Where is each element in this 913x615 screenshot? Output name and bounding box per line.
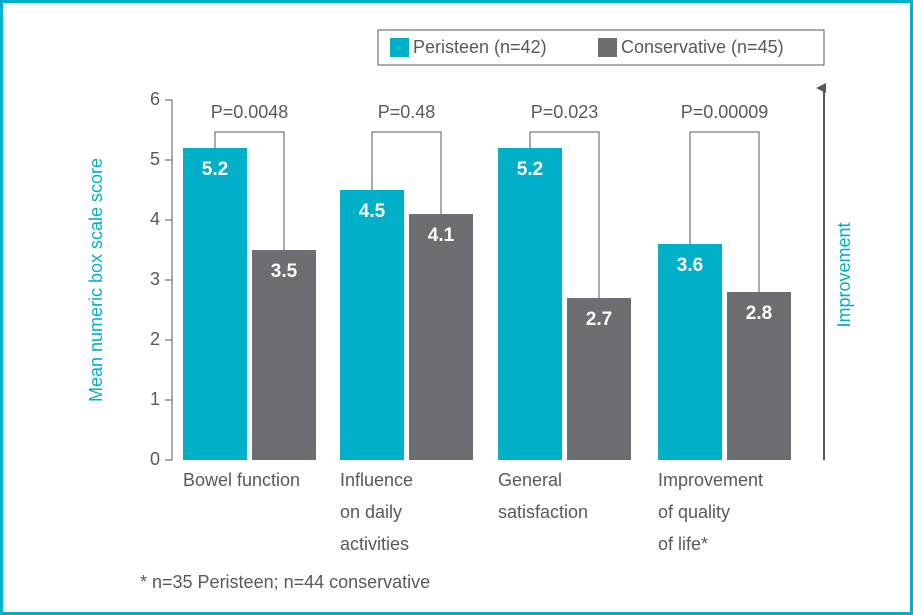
p-bracket	[689, 131, 760, 292]
bar	[340, 190, 404, 460]
legend-label: Peristeen (n=42)	[413, 37, 547, 57]
x-tick-label: on daily	[340, 502, 402, 522]
legend-label: Conservative (n=45)	[621, 37, 784, 57]
y-tick-label: 0	[150, 449, 160, 469]
value-label: 3.6	[677, 255, 703, 276]
bar	[409, 214, 473, 460]
y-tick-label: 5	[150, 149, 160, 169]
p-bracket	[529, 131, 600, 298]
legend-swatch	[598, 38, 617, 57]
arrow-label: Improvement	[834, 222, 854, 327]
p-value: P=0.0048	[211, 102, 289, 122]
bar	[498, 148, 562, 460]
x-tick-label: of life*	[658, 534, 708, 554]
y-tick-label: 2	[150, 329, 160, 349]
x-tick-label: Improvement	[658, 470, 763, 490]
p-bracket	[214, 131, 285, 250]
y-tick-label: 4	[150, 209, 160, 229]
x-tick-label: Influence	[340, 470, 413, 490]
y-tick-label: 3	[150, 269, 160, 289]
p-bracket	[371, 131, 442, 214]
value-label: 4.1	[428, 225, 455, 246]
y-tick-label: 6	[150, 89, 160, 109]
value-label: 4.5	[359, 201, 386, 222]
footnote: * n=35 Peristeen; n=44 conservative	[140, 572, 430, 592]
p-value: P=0.00009	[681, 102, 769, 122]
bar	[727, 292, 791, 460]
x-tick-label: General	[498, 470, 562, 490]
value-label: 5.2	[517, 159, 543, 180]
p-value: P=0.48	[378, 102, 436, 122]
y-tick-label: 1	[150, 389, 160, 409]
bar	[183, 148, 247, 460]
value-label: 2.7	[586, 309, 612, 330]
bar	[658, 244, 722, 460]
value-label: 2.8	[746, 303, 772, 324]
p-value: P=0.023	[531, 102, 599, 122]
bar	[567, 298, 631, 460]
legend-swatch	[390, 38, 409, 57]
legend-box	[377, 29, 825, 66]
y-axis-label: Mean numeric box scale score	[86, 158, 106, 402]
value-label: 3.5	[271, 261, 298, 282]
value-label: 5.2	[202, 159, 228, 180]
x-tick-label: Bowel function	[183, 470, 300, 490]
x-tick-label: of quality	[658, 502, 730, 522]
bar	[252, 250, 316, 460]
x-tick-label: satisfaction	[498, 502, 588, 522]
x-tick-label: activities	[340, 534, 409, 554]
